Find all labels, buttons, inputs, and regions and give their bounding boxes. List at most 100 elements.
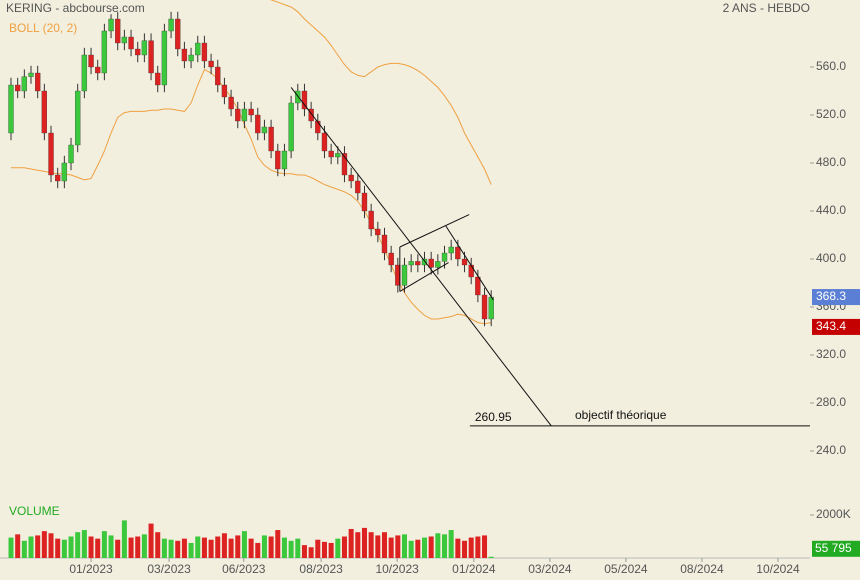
x-tick-label: 01/2023 (69, 562, 113, 576)
volume-tag-label: 55 795 (815, 541, 852, 555)
candle-body (488, 296, 494, 320)
candle-body (361, 192, 368, 212)
x-tick-label: 05/2024 (604, 562, 648, 576)
volume-bar (221, 533, 227, 558)
price-tag (812, 318, 860, 335)
candle-body (208, 60, 214, 68)
y-tick-label: 560.0 (816, 59, 846, 73)
candle-body (288, 102, 294, 152)
price-tag-label: 368.3 (816, 289, 846, 303)
candle-body (135, 48, 141, 56)
candle-body (335, 153, 341, 158)
volume-bar (41, 531, 47, 558)
candle-body (155, 72, 161, 86)
volume-bar (428, 536, 434, 558)
candle-body (315, 120, 321, 134)
volume-tick-label: 2000K (816, 507, 851, 521)
x-tick-label: 03/2023 (147, 562, 191, 576)
volume-bar (422, 537, 428, 558)
candle-body (48, 132, 54, 176)
x-tick-label: 10/2023 (375, 562, 419, 576)
chart-subtitle: 2 ANS - HEBDO (723, 1, 810, 15)
volume-bar (181, 538, 187, 558)
candle-body (481, 294, 488, 320)
candle-body (428, 258, 434, 268)
candle-body (41, 90, 48, 134)
x-tick-label: 10/2024 (756, 562, 800, 576)
candle-body (68, 144, 74, 164)
volume-bar (488, 556, 494, 558)
candle-body (55, 174, 61, 182)
volume-bar (141, 534, 147, 558)
volume-bar (288, 540, 294, 558)
candle-body (75, 90, 81, 146)
trendline (399, 262, 449, 292)
candle-body (348, 174, 354, 182)
volume-bar (108, 535, 114, 558)
candle-body (441, 252, 448, 262)
candle-body (101, 30, 108, 74)
candle-body (248, 108, 254, 116)
candle-body (261, 126, 268, 134)
volume-bar (368, 532, 374, 558)
volume-bar (321, 541, 327, 558)
volume-bar (135, 536, 141, 558)
volume-bar (348, 528, 354, 558)
plot-area (8, 0, 494, 327)
candle-body (255, 114, 261, 134)
x-tick-label: 08/2024 (680, 562, 724, 576)
target-label: 260.95 (475, 410, 512, 424)
candle-body (201, 42, 208, 62)
volume-bar (241, 531, 247, 558)
volume-bar (455, 538, 461, 558)
candle-body (108, 18, 114, 32)
volume-bar (295, 538, 301, 558)
candle-body (128, 36, 134, 50)
y-tick-label: 400.0 (816, 251, 846, 265)
candle-body (435, 261, 441, 268)
candle-body (275, 150, 281, 170)
candle-body (415, 261, 421, 266)
candle-body (161, 30, 168, 86)
y-tick-label: 440.0 (816, 203, 846, 217)
volume-bar (442, 534, 448, 558)
candle-body (8, 84, 14, 134)
volume-bar (68, 536, 74, 558)
volume-bar (188, 542, 194, 558)
candle-body (61, 162, 68, 182)
volume-bar (235, 535, 241, 558)
volume-bar (261, 535, 267, 558)
candle-body (461, 258, 468, 266)
volume-bar (81, 530, 87, 558)
volume-bar (21, 540, 27, 558)
volume-bar (148, 523, 154, 558)
candle-body (221, 84, 228, 98)
volume-bar (281, 537, 287, 558)
band-legend: BOLL (20, 2) (9, 21, 77, 35)
bollinger-upper (269, 0, 492, 185)
volume-bar (175, 540, 181, 558)
volume-bar (168, 539, 174, 558)
y-tick-label: 280.0 (816, 395, 846, 409)
volume-bar (361, 527, 367, 558)
volume-bar (215, 536, 221, 558)
volume-bar (275, 530, 281, 558)
x-tick-label: 06/2023 (222, 562, 266, 576)
volume-bar (448, 530, 454, 558)
candle-body (81, 54, 88, 92)
volume-bar (128, 537, 134, 558)
volume-bar (101, 531, 107, 558)
candle-body (215, 66, 221, 86)
volume-bar (208, 539, 214, 558)
x-tick-label: 08/2023 (299, 562, 343, 576)
volume-bar (228, 538, 234, 558)
volume-bar (401, 534, 407, 558)
volume-bar (375, 535, 381, 558)
candle-body (88, 54, 94, 68)
candle-body (28, 72, 34, 77)
price-tag-label: 343.4 (816, 319, 846, 333)
candle-body (368, 210, 374, 230)
volume-bar (341, 536, 347, 558)
volume-bar (315, 539, 321, 558)
